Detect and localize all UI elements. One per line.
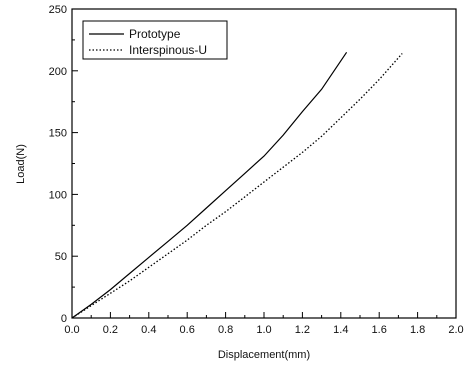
y-axis-label: Load(N) <box>15 144 27 184</box>
x-tick-label: 0.2 <box>103 324 118 336</box>
y-axis: 0 50 100 150 200 250 <box>49 4 78 325</box>
legend-label-prototype: Prototype <box>129 27 181 41</box>
x-tick-label: 1.6 <box>372 324 387 336</box>
legend-box <box>82 20 228 60</box>
x-tick-label: 0.6 <box>180 324 195 336</box>
x-axis-label: Displacement(mm) <box>218 349 310 361</box>
x-tick-label: 1.0 <box>256 324 271 336</box>
x-tick-label: 1.2 <box>295 324 310 336</box>
legend: Prototype Interspinous-U <box>82 20 228 60</box>
x-tick-label: 0.8 <box>218 324 233 336</box>
y-tick-label: 50 <box>55 251 67 263</box>
x-tick-label: 1.4 <box>333 324 348 336</box>
plot-series <box>71 51 403 319</box>
x-tick-label: 0.0 <box>64 324 79 336</box>
x-tick-label: 1.8 <box>410 324 425 336</box>
y-tick-label: 100 <box>49 189 67 201</box>
x-tick-label: 2.0 <box>448 324 463 336</box>
y-tick-label: 250 <box>49 4 67 16</box>
x-tick-label: 0.4 <box>141 324 156 336</box>
y-tick-label: 200 <box>49 66 67 78</box>
x-axis: 0.0 0.2 0.4 0.6 0.8 1.0 1.2 1.4 1.6 1.8 2.0 <box>64 312 464 336</box>
legend-label-interspinous-u: Interspinous-U <box>129 43 207 57</box>
series-line-prototype <box>71 51 348 319</box>
y-tick-label: 0 <box>61 313 67 325</box>
y-tick-label: 150 <box>49 128 67 140</box>
series-line-interspinous-u <box>71 53 403 319</box>
